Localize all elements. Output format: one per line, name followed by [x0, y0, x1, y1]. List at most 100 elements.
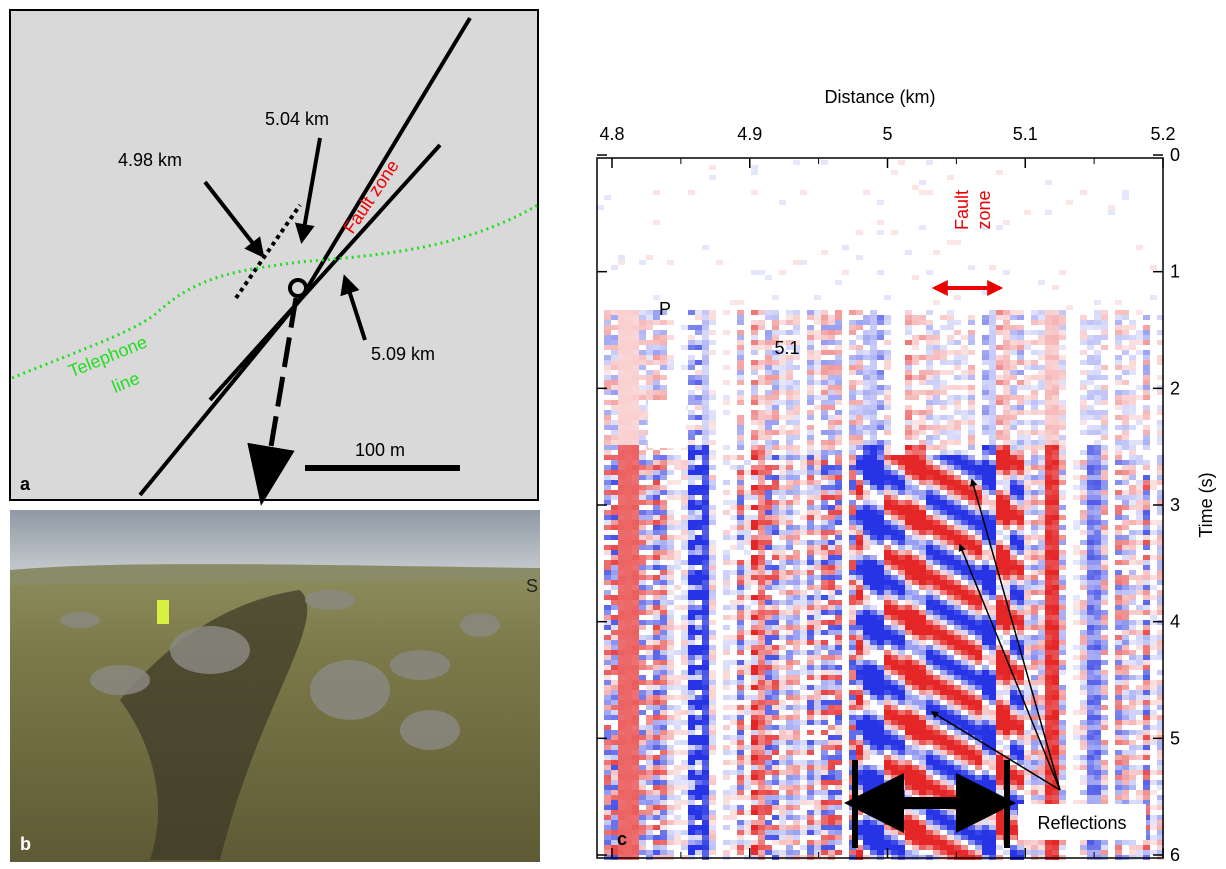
seismic-cell [737, 740, 744, 745]
seismic-cell [807, 660, 814, 665]
seismic-cell [821, 360, 828, 365]
seismic-cell [681, 470, 688, 475]
seismic-cell [751, 415, 758, 420]
seismic-cell [800, 705, 807, 710]
seismic-cell [891, 660, 898, 665]
seismic-cell [919, 705, 926, 710]
seismic-cell [975, 780, 982, 785]
seismic-cell [625, 410, 632, 415]
seismic-cell [954, 525, 961, 530]
seismic-cell [737, 525, 744, 530]
seismic-cell [688, 765, 695, 770]
seismic-cell [793, 260, 800, 265]
seismic-cell [709, 600, 716, 605]
seismic-cell [926, 820, 933, 825]
seismic-cell [758, 555, 765, 560]
seismic-cell [961, 745, 968, 750]
seismic-cell [989, 595, 996, 600]
seismic-cell [835, 615, 842, 620]
seismic-cell [695, 430, 702, 435]
seismic-cell [849, 450, 856, 455]
seismic-cell [702, 480, 709, 485]
seismic-cell [919, 635, 926, 640]
seismic-cell [891, 555, 898, 560]
seismic-cell [961, 660, 968, 665]
seismic-cell [877, 790, 884, 795]
seismic-cell [604, 580, 611, 585]
seismic-cell [968, 680, 975, 685]
seismic-cell [947, 710, 954, 715]
seismic-cell [898, 570, 905, 575]
seismic-cell [961, 520, 968, 525]
seismic-cell [702, 765, 709, 770]
seismic-cell [905, 250, 912, 255]
seismic-cell [688, 475, 695, 480]
seismic-cell [940, 550, 947, 555]
seismic-cell [898, 685, 905, 690]
seismic-cell [975, 745, 982, 750]
seismic-cell [933, 575, 940, 580]
seismic-cell [828, 550, 835, 555]
seismic-cell [884, 440, 891, 445]
seismic-cell [919, 825, 926, 830]
seismic-cell [737, 785, 744, 790]
seismic-cell [751, 310, 758, 315]
seismic-cell [933, 750, 940, 755]
seismic-cell [891, 500, 898, 505]
seismic-cell [646, 740, 653, 745]
seismic-cell [681, 490, 688, 495]
seismic-cell [625, 525, 632, 530]
seismic-cell [849, 850, 856, 855]
seismic-cell [730, 715, 737, 720]
seismic-cell [821, 440, 828, 445]
seismic-cell [751, 575, 758, 580]
seismic-cell [632, 540, 639, 545]
seismic-cell [835, 460, 842, 465]
seismic-cell [863, 415, 870, 420]
seismic-cell [954, 640, 961, 645]
seismic-cell [758, 465, 765, 470]
seismic-cell [660, 680, 667, 685]
seismic-cell [695, 755, 702, 760]
seismic-cell [884, 730, 891, 735]
seismic-cell [632, 570, 639, 575]
seismic-cell [912, 320, 919, 325]
seismic-cell [926, 495, 933, 500]
seismic-cell [933, 740, 940, 745]
seismic-cell [765, 570, 772, 575]
seismic-cell [933, 580, 940, 585]
seismic-cell [905, 725, 912, 730]
seismic-cell [919, 660, 926, 665]
seismic-cell [667, 645, 674, 650]
seismic-cell [863, 570, 870, 575]
seismic-cell [891, 620, 898, 625]
seismic-cell [982, 580, 989, 585]
seismic-cell [954, 350, 961, 355]
seismic-cell [807, 720, 814, 725]
seismic-cell [982, 380, 989, 385]
seismic-cell [660, 570, 667, 575]
seismic-cell [807, 650, 814, 655]
seismic-cell [618, 640, 625, 645]
seismic-cell [611, 695, 618, 700]
seismic-cell [695, 535, 702, 540]
seismic-cell [989, 435, 996, 440]
seismic-cell [919, 615, 926, 620]
seismic-cell [968, 510, 975, 515]
seismic-cell [639, 745, 646, 750]
seismic-cell [849, 430, 856, 435]
seismic-cell [695, 630, 702, 635]
seismic-cell [807, 440, 814, 445]
seismic-cell [849, 620, 856, 625]
seismic-cell [989, 785, 996, 790]
seismic-cell [940, 775, 947, 780]
seismic-cell [926, 785, 933, 790]
seismic-cell [793, 555, 800, 560]
seismic-cell [786, 580, 793, 585]
seismic-cell [646, 640, 653, 645]
seismic-cell [737, 485, 744, 490]
seismic-cell [751, 630, 758, 635]
seismic-cell [891, 640, 898, 645]
seismic-cell [807, 430, 814, 435]
seismic-cell [639, 385, 646, 390]
